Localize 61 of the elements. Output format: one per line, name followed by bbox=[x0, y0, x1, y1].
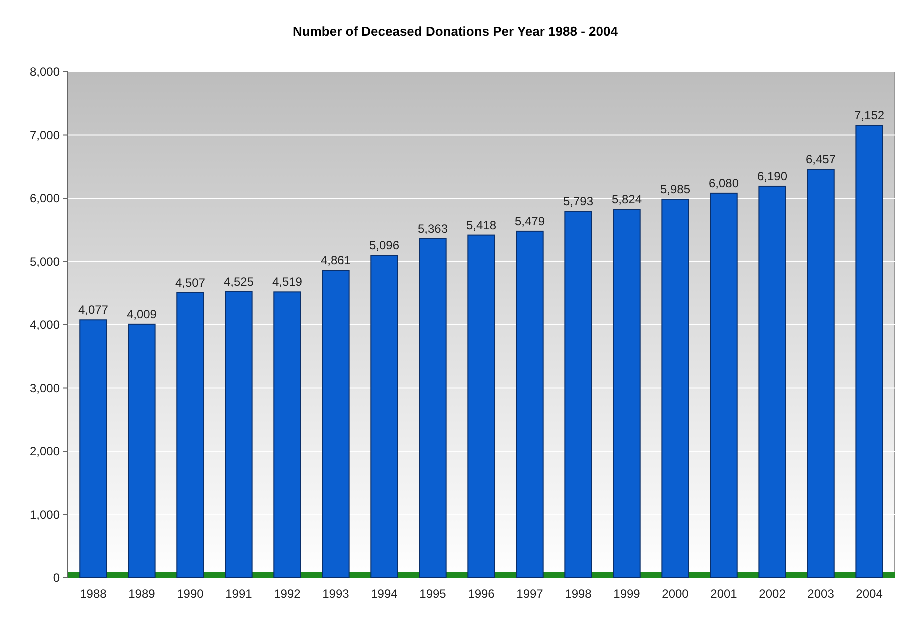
bar bbox=[419, 238, 447, 578]
data-label: 6,080 bbox=[709, 176, 740, 190]
x-tick-label: 1991 bbox=[226, 587, 253, 601]
bar bbox=[662, 198, 690, 578]
data-label: 4,009 bbox=[126, 307, 158, 322]
data-label: 7,152 bbox=[854, 108, 885, 123]
data-label: 5,824 bbox=[612, 192, 642, 207]
bar bbox=[225, 291, 253, 578]
data-label: 5,479 bbox=[514, 214, 546, 228]
bar bbox=[710, 192, 738, 578]
y-tick-label: 7,000 bbox=[30, 128, 60, 142]
bar bbox=[274, 292, 302, 578]
bar bbox=[613, 209, 641, 578]
y-tick-label: 0 bbox=[53, 571, 60, 586]
data-label: 4,525 bbox=[224, 274, 254, 289]
y-tick-label: 4,000 bbox=[30, 318, 60, 332]
data-label: 5,985 bbox=[660, 182, 691, 196]
x-tick-label: 1998 bbox=[565, 587, 592, 601]
y-tick-label: 5,000 bbox=[30, 254, 60, 269]
y-tick-label: 1,000 bbox=[30, 508, 60, 522]
x-tick-label: 2001 bbox=[710, 587, 738, 601]
data-label: 4,861 bbox=[320, 254, 352, 268]
data-label: 4,519 bbox=[272, 275, 303, 290]
bar bbox=[80, 320, 108, 578]
chart-title: Number of Deceased Donations Per Year 1988 - 2004 bbox=[293, 24, 619, 39]
x-tick-label: 1995 bbox=[420, 587, 447, 601]
bar bbox=[370, 255, 398, 578]
x-tick-label: 1988 bbox=[80, 587, 108, 601]
x-tick-label: 2004 bbox=[856, 587, 884, 601]
bar bbox=[468, 234, 496, 578]
bar bbox=[322, 270, 350, 578]
x-tick-label: 2002 bbox=[759, 587, 786, 601]
data-label: 6,457 bbox=[806, 152, 836, 167]
bar bbox=[128, 324, 156, 578]
y-tick-label: 8,000 bbox=[30, 65, 60, 80]
bar bbox=[176, 292, 204, 578]
data-label: 4,507 bbox=[175, 276, 206, 290]
x-tick-label: 1989 bbox=[128, 587, 156, 601]
x-tick-label: 1994 bbox=[371, 587, 398, 601]
x-tick-label: 1996 bbox=[468, 587, 496, 601]
bar bbox=[564, 211, 592, 578]
x-tick-label: 1997 bbox=[516, 587, 544, 601]
data-label: 6,190 bbox=[758, 169, 788, 184]
data-label: 5,418 bbox=[466, 218, 497, 232]
bar bbox=[516, 230, 544, 578]
bar bbox=[856, 125, 884, 578]
bar bbox=[807, 169, 835, 578]
x-tick-label: 1999 bbox=[614, 587, 641, 601]
x-tick-label: 2000 bbox=[662, 587, 690, 601]
x-tick-label: 1990 bbox=[177, 587, 204, 601]
data-label: 5,363 bbox=[418, 222, 448, 236]
y-tick-label: 2,000 bbox=[30, 444, 60, 459]
bar bbox=[758, 186, 786, 578]
y-tick-label: 3,000 bbox=[30, 381, 60, 396]
data-label: 5,096 bbox=[369, 238, 400, 253]
x-tick-label: 2003 bbox=[808, 587, 835, 601]
x-tick-label: 1993 bbox=[322, 587, 350, 601]
x-tick-label: 1992 bbox=[274, 587, 302, 601]
y-tick-label: 6,000 bbox=[30, 192, 60, 206]
data-label: 5,793 bbox=[563, 194, 594, 209]
data-label: 4,077 bbox=[78, 303, 109, 318]
